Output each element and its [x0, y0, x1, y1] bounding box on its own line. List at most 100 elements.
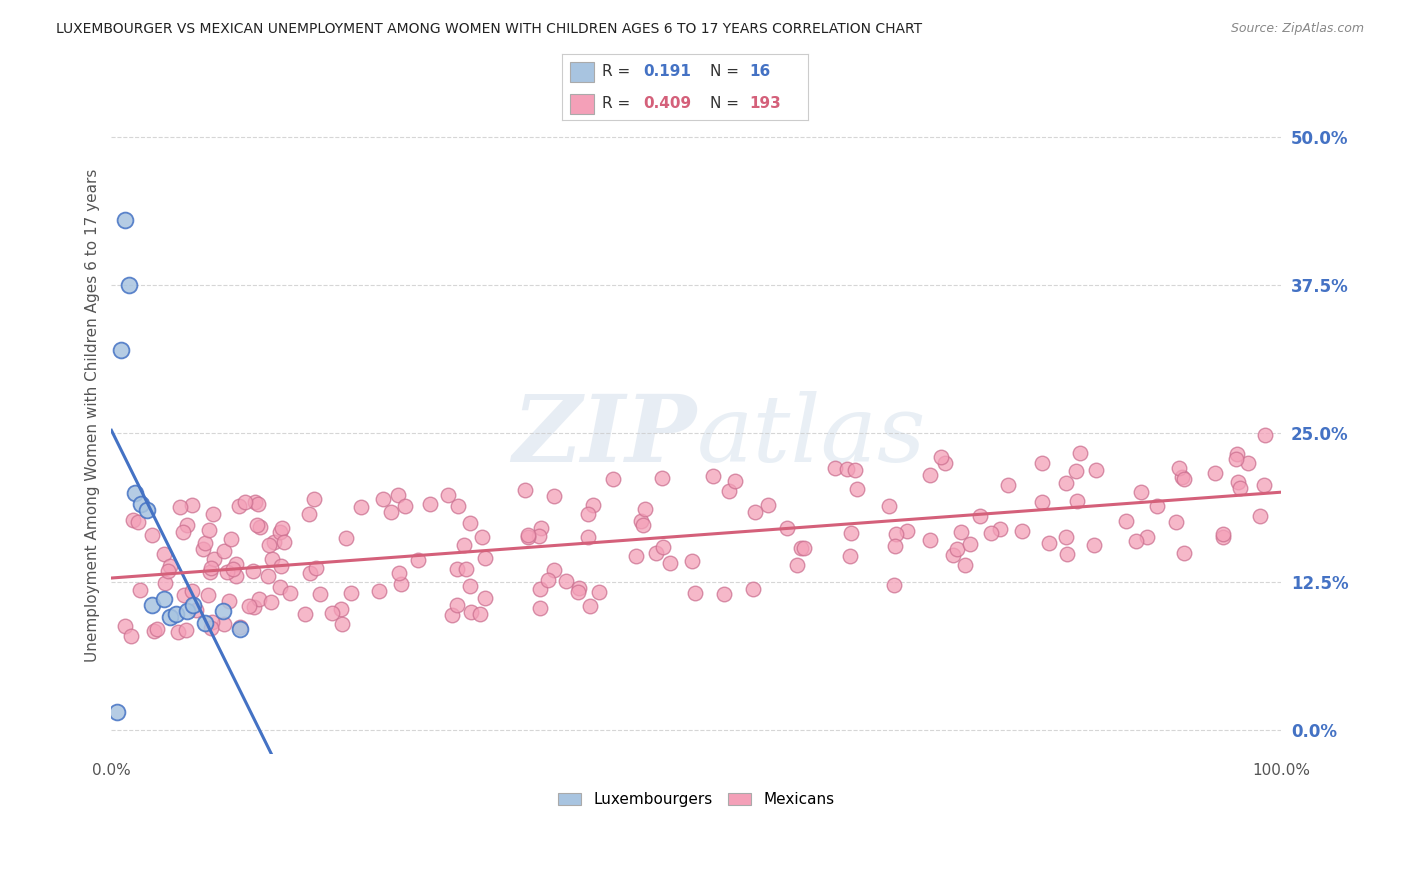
Point	[157, 564, 180, 578]
Point	[1115, 514, 1137, 528]
FancyBboxPatch shape	[569, 94, 595, 114]
Point	[529, 601, 551, 615]
Point	[225, 558, 247, 572]
Point	[127, 515, 149, 529]
Point	[118, 278, 141, 293]
Point	[278, 586, 301, 600]
Point	[114, 619, 136, 633]
Point	[929, 450, 952, 464]
Point	[1170, 469, 1192, 483]
Point	[543, 489, 565, 503]
FancyBboxPatch shape	[569, 62, 595, 82]
Point	[529, 582, 551, 597]
Point	[959, 537, 981, 551]
Point	[180, 583, 202, 598]
Point	[471, 530, 494, 544]
Point	[335, 531, 357, 545]
Point	[1253, 478, 1275, 492]
Point	[1054, 530, 1077, 544]
Point	[1166, 515, 1188, 529]
Point	[340, 586, 363, 600]
Point	[201, 615, 224, 629]
Point	[724, 475, 747, 489]
Point	[652, 540, 675, 554]
Text: LUXEMBOURGER VS MEXICAN UNEMPLOYMENT AMONG WOMEN WITH CHILDREN AGES 6 TO 17 YEAR: LUXEMBOURGER VS MEXICAN UNEMPLOYMENT AMO…	[56, 22, 922, 37]
Point	[128, 582, 150, 597]
Point	[202, 551, 225, 566]
Point	[120, 629, 142, 643]
Point	[1038, 536, 1060, 550]
Point	[883, 578, 905, 592]
Point	[181, 599, 204, 613]
Point	[718, 484, 741, 499]
Point	[1237, 456, 1260, 470]
Point	[1167, 460, 1189, 475]
Point	[222, 562, 245, 576]
Point	[1249, 508, 1271, 523]
Point	[273, 535, 295, 549]
Point	[1254, 427, 1277, 442]
Point	[630, 514, 652, 528]
Point	[824, 461, 846, 475]
Point	[247, 592, 270, 607]
Point	[543, 563, 565, 577]
Point	[180, 498, 202, 512]
Point	[515, 483, 537, 497]
Point	[845, 483, 868, 497]
Point	[1227, 475, 1250, 490]
Point	[143, 624, 166, 639]
Point	[243, 599, 266, 614]
Point	[165, 607, 187, 621]
Point	[243, 494, 266, 508]
Point	[153, 592, 176, 607]
Point	[329, 601, 352, 615]
Text: ZIP: ZIP	[512, 391, 696, 481]
Point	[219, 532, 242, 546]
Point	[1226, 447, 1249, 461]
Point	[517, 530, 540, 544]
Point	[321, 606, 343, 620]
Text: 0.191: 0.191	[644, 64, 692, 79]
Point	[174, 623, 197, 637]
Point	[713, 587, 735, 601]
Point	[270, 559, 292, 574]
Point	[582, 498, 605, 512]
Point	[269, 524, 291, 539]
Point	[271, 521, 294, 535]
Point	[198, 523, 221, 537]
Point	[651, 471, 673, 485]
Point	[1212, 526, 1234, 541]
Point	[602, 471, 624, 485]
Point	[918, 533, 941, 547]
Point	[578, 599, 600, 614]
Point	[122, 513, 145, 527]
Point	[980, 525, 1002, 540]
Point	[141, 599, 163, 613]
Point	[211, 604, 233, 618]
Point	[953, 558, 976, 572]
Point	[167, 625, 190, 640]
Point	[1125, 534, 1147, 549]
Point	[380, 505, 402, 519]
Point	[389, 576, 412, 591]
Point	[530, 520, 553, 534]
Point	[200, 561, 222, 575]
Point	[406, 553, 429, 567]
Point	[1031, 456, 1053, 470]
Point	[454, 562, 477, 576]
Point	[129, 498, 152, 512]
Point	[257, 569, 280, 583]
Point	[702, 468, 724, 483]
Point	[302, 491, 325, 506]
Point	[776, 520, 799, 534]
Point	[474, 591, 496, 605]
Point	[949, 525, 972, 540]
Text: Source: ZipAtlas.com: Source: ZipAtlas.com	[1230, 22, 1364, 36]
Point	[474, 551, 496, 566]
Point	[446, 561, 468, 575]
Point	[153, 547, 176, 561]
Point	[744, 505, 766, 519]
Point	[441, 607, 464, 622]
Point	[229, 622, 252, 636]
Point	[896, 524, 918, 539]
